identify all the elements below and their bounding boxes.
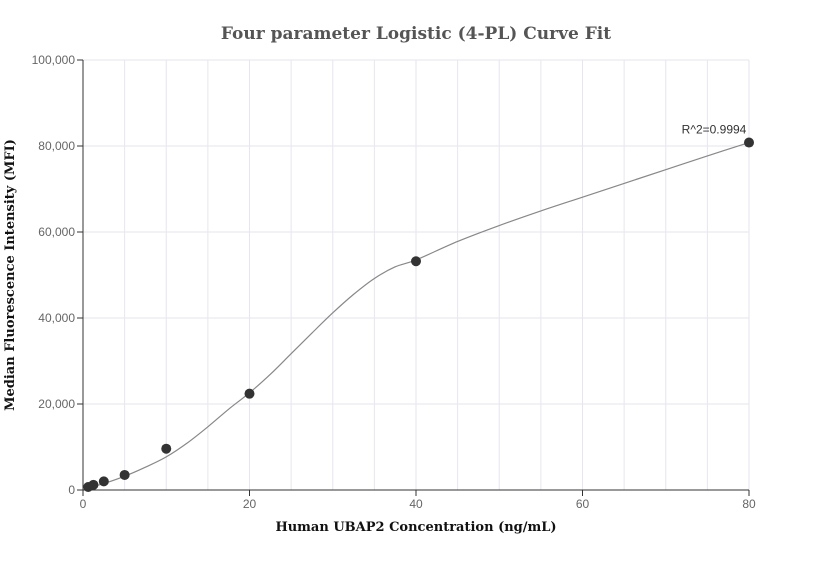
data-point: [119, 469, 130, 480]
y-tick-label: 40,000: [38, 311, 75, 325]
data-point: [411, 256, 421, 267]
data-point: [244, 388, 255, 399]
x-axis-title: Human UBAP2 Concentration (ng/mL): [275, 520, 556, 535]
r-squared-annotation: R^2=0.9994: [682, 123, 747, 137]
x-tick-label: 20: [243, 497, 257, 511]
y-tick-label: 20,000: [38, 397, 75, 411]
x-tick-label: 40: [409, 497, 423, 511]
x-tick-label: 0: [80, 497, 87, 511]
y-tick-label: 60,000: [38, 225, 75, 239]
y-tick-label: 100,000: [32, 53, 76, 67]
grid: [82, 59, 750, 491]
data-point: [161, 443, 172, 454]
data-points: [83, 137, 754, 492]
fit-curve: [82, 141, 750, 490]
chart-title: Four parameter Logistic (4-PL) Curve Fit: [221, 24, 611, 44]
x-tick-label: 80: [742, 497, 756, 511]
axes: 0 20,000 40,000 60,000 80,000 100,000 0 20 40 60 8…: [32, 53, 756, 511]
y-tick-label: 0: [68, 483, 75, 497]
y-tick-label: 80,000: [38, 139, 75, 153]
data-point: [98, 476, 109, 487]
data-point: [744, 137, 754, 148]
fit-curve-layer: [82, 141, 750, 490]
data-point: [88, 479, 99, 490]
annotations: R^2=0.9994: [682, 123, 747, 137]
y-axis-title: Median Fluorescence Intensity (MFI): [3, 139, 18, 411]
x-tick-label: 60: [576, 497, 590, 511]
